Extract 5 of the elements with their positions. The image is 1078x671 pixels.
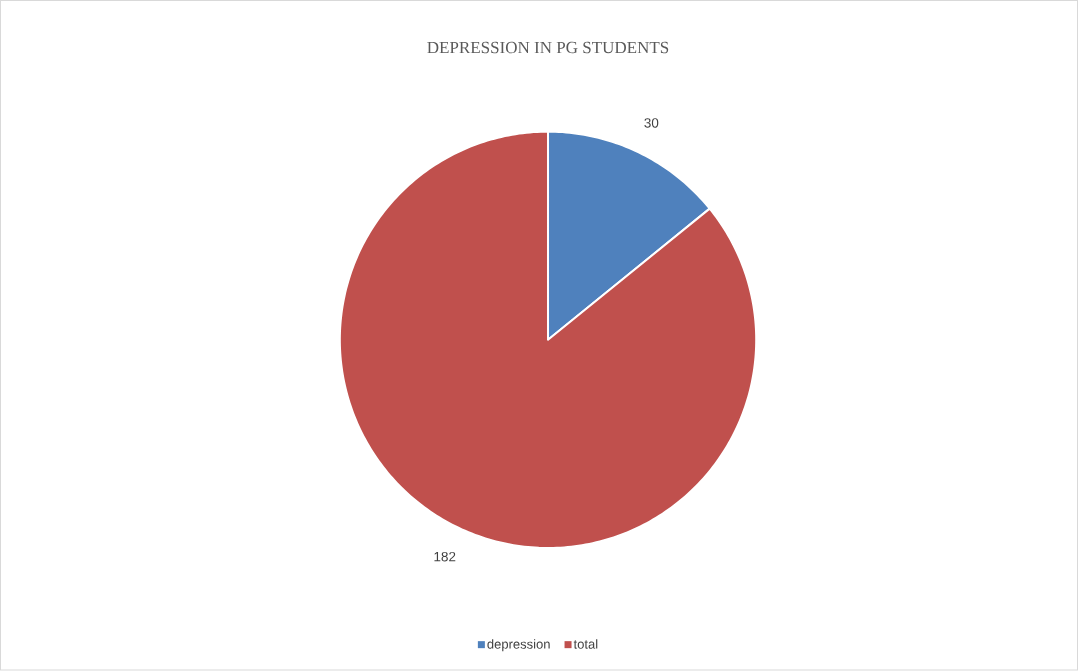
legend-label: total <box>573 639 598 649</box>
data-label: 30 <box>644 118 659 128</box>
legend-label: depression <box>487 639 550 652</box>
chart-title: DEPRESSION IN PG STUDENTS <box>427 42 669 54</box>
data-label: 182 <box>434 552 456 562</box>
